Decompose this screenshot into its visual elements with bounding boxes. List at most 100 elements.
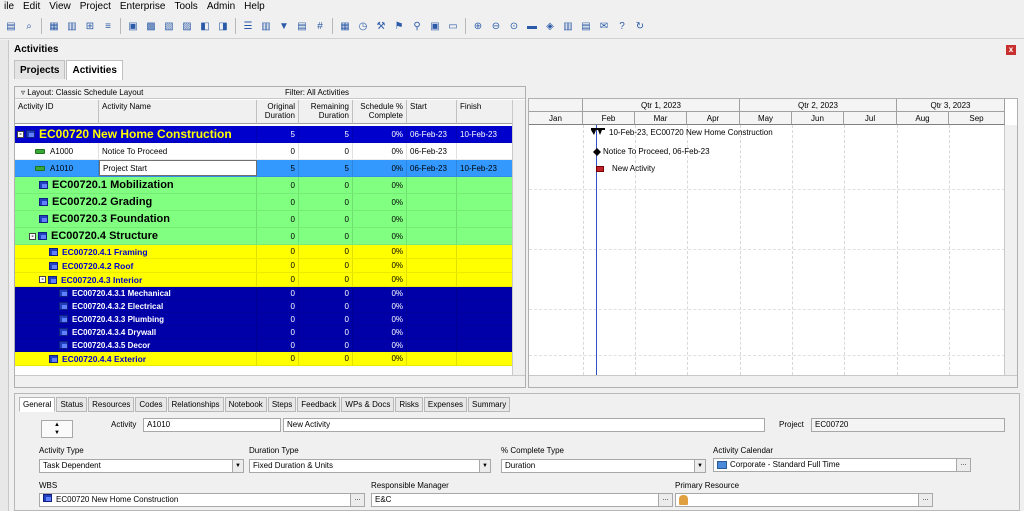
browse-button[interactable]: ... [658, 494, 672, 506]
wbs-row[interactable]: EC00720.2 Grading 0 0 0% [15, 194, 513, 211]
cell-finish[interactable] [457, 245, 513, 258]
cell-od[interactable]: 5 [257, 160, 299, 176]
tab-projects[interactable]: Projects [14, 60, 66, 79]
cell-finish[interactable]: 10-Feb-23 [457, 160, 513, 176]
cell-finish[interactable] [457, 228, 513, 244]
menu-item[interactable]: Enterprise [119, 1, 166, 12]
cell-rd[interactable]: 0 [299, 211, 353, 227]
refresh-icon[interactable]: ↻ [635, 20, 645, 32]
gantt-horizontal-scrollbar[interactable] [529, 375, 1017, 387]
cell-activity-id[interactable]: EC00720.4.2 Roof [15, 259, 257, 272]
cell-start[interactable] [407, 339, 457, 351]
activity-bar[interactable] [596, 166, 604, 172]
wbs-row[interactable]: EC00720.4.3.4 Drywall 0 0 0% [15, 326, 513, 339]
cell-od[interactable]: 0 [257, 211, 299, 227]
cell-rd[interactable]: 0 [299, 273, 353, 286]
details-tab[interactable]: Status [56, 397, 88, 412]
cell-finish[interactable] [457, 143, 513, 159]
wbs-icon[interactable]: ▩ [146, 20, 156, 32]
cell-start[interactable] [407, 211, 457, 227]
details-tab[interactable]: Expenses [423, 397, 468, 412]
cell-start[interactable]: 06-Feb-23 [407, 143, 457, 159]
wbs-row[interactable]: EC00720.4.3.3 Plumbing 0 0 0% [15, 313, 513, 326]
browse-button[interactable]: ... [956, 459, 970, 471]
wbs-row[interactable]: EC00720.4.3.1 Mechanical 0 0 0% [15, 287, 513, 300]
cell-start[interactable] [407, 259, 457, 272]
details-tab[interactable]: Relationships [167, 397, 224, 412]
gantt-vertical-scrollbar[interactable] [1004, 125, 1017, 377]
cell-rd[interactable]: 0 [299, 194, 353, 210]
cell-finish[interactable] [457, 194, 513, 210]
cell-start[interactable]: 06-Feb-23 [407, 160, 457, 176]
col-header-schedule-pct[interactable]: Schedule % Complete [353, 100, 407, 124]
cell-rd[interactable]: 0 [299, 228, 353, 244]
cell-rd[interactable]: 0 [299, 352, 353, 365]
cell-finish[interactable] [457, 211, 513, 227]
summary-bar[interactable] [591, 128, 607, 138]
cell-od[interactable]: 0 [257, 326, 299, 338]
details-tab[interactable]: General [19, 397, 56, 412]
cell-od[interactable]: 5 [257, 126, 299, 142]
cell-activity-id[interactable]: EC00720.4.3.5 Decor [15, 339, 257, 351]
gantt-icon[interactable]: ≡ [105, 20, 111, 32]
cell-od[interactable]: 0 [257, 313, 299, 325]
cell-start[interactable]: 06-Feb-23 [407, 126, 457, 142]
col-header-activity-name[interactable]: Activity Name [99, 100, 257, 124]
bars-icon[interactable]: ▬ [527, 20, 537, 32]
cell-start[interactable] [407, 300, 457, 312]
cell-activity-id[interactable]: EC00720.4.3.3 Plumbing [15, 313, 257, 325]
cell-rd[interactable]: 0 [299, 245, 353, 258]
cell-start[interactable] [407, 177, 457, 193]
zoom-in-icon[interactable]: ⊕ [473, 20, 483, 32]
cell-finish[interactable] [457, 273, 513, 286]
wbs-row[interactable]: EC00720.1 Mobilization 0 0 0% [15, 177, 513, 194]
activity-name-field[interactable]: New Activity [283, 418, 765, 432]
grid-horizontal-scrollbar[interactable] [15, 375, 525, 387]
browse-button[interactable]: ... [918, 494, 932, 506]
cell-finish[interactable] [457, 326, 513, 338]
cell-pct[interactable]: 0% [353, 326, 407, 338]
wbs-row[interactable]: - EC00720.4 Structure 0 0 0% [15, 228, 513, 245]
relationship-icon[interactable]: ⚲ [413, 20, 421, 32]
cell-od[interactable]: 0 [257, 259, 299, 272]
cell-pct[interactable]: 0% [353, 143, 407, 159]
activity-navigator[interactable]: ▲ ▼ [41, 420, 73, 438]
details-tab[interactable]: Feedback [297, 397, 341, 412]
col-header-remaining-duration[interactable]: Remaining Duration [299, 100, 353, 124]
cell-od[interactable]: 0 [257, 287, 299, 299]
column-icon[interactable]: ▥ [261, 20, 271, 32]
hash-icon[interactable]: # [317, 20, 323, 32]
cell-od[interactable]: 0 [257, 228, 299, 244]
cell-activity-id[interactable]: EC00720.1 Mobilization [15, 177, 257, 193]
cell-activity-id[interactable]: A1000 [15, 143, 99, 159]
menu-item[interactable]: Edit [23, 1, 41, 12]
cell-finish[interactable]: 10-Feb-23 [457, 126, 513, 142]
cell-start[interactable] [407, 245, 457, 258]
cell-finish[interactable] [457, 177, 513, 193]
grid-vertical-scrollbar[interactable] [512, 100, 525, 387]
cell-rd[interactable]: 0 [299, 259, 353, 272]
duration-type-dropdown[interactable]: Fixed Duration & Units ▼ [249, 459, 491, 473]
zoom-out-icon[interactable]: ⊖ [491, 20, 501, 32]
cell-start[interactable] [407, 194, 457, 210]
cell-rd[interactable]: 5 [299, 160, 353, 176]
collapse-icon[interactable]: - [17, 130, 24, 138]
menu-item[interactable]: Project [79, 1, 111, 12]
activities-icon[interactable]: ▧ [164, 20, 174, 32]
details-tab[interactable]: Risks [395, 397, 423, 412]
cell-start[interactable] [407, 273, 457, 286]
schedule-icon[interactable]: ◷ [358, 20, 368, 32]
chart-icon[interactable]: ▤ [581, 20, 591, 32]
cell-finish[interactable] [457, 352, 513, 365]
table-icon[interactable]: ▦ [340, 20, 350, 32]
cell-rd[interactable]: 0 [299, 143, 353, 159]
activity-id-field[interactable]: A1010 [143, 418, 281, 432]
cell-rd[interactable]: 0 [299, 177, 353, 193]
details-tab[interactable]: Resources [88, 397, 135, 412]
network-icon[interactable]: ⊞ [85, 20, 95, 32]
collapse-icon[interactable]: - [29, 232, 36, 240]
cell-od[interactable]: 0 [257, 352, 299, 365]
cell-pct[interactable]: 0% [353, 352, 407, 365]
cell-activity-id[interactable]: EC00720.4.3.2 Electrical [15, 300, 257, 312]
cell-pct[interactable]: 0% [353, 273, 407, 286]
